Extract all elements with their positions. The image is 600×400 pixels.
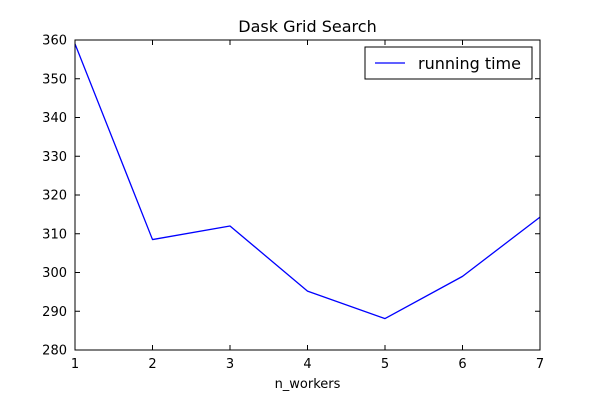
y-tick-label: 290 (42, 305, 67, 320)
x-tick-label: 6 (458, 357, 466, 372)
y-axis-ticks: 280 290 300 310 320 330 340 350 360 (42, 34, 540, 359)
chart-title: Dask Grid Search (238, 17, 376, 36)
y-tick-label: 340 (42, 111, 67, 126)
x-tick-label: 3 (226, 357, 234, 372)
y-tick-label: 300 (42, 266, 67, 281)
x-tick-label: 7 (536, 357, 544, 372)
legend: running time (364, 46, 533, 80)
y-tick-label: 350 (42, 72, 67, 87)
plot-area-frame (74, 39, 541, 351)
y-tick-label: 360 (42, 34, 67, 49)
x-tick-label: 4 (303, 357, 311, 372)
y-tick-label: 330 (42, 150, 67, 165)
y-tick-label: 280 (42, 344, 67, 359)
x-tick-label: 1 (71, 357, 79, 372)
y-tick-label: 310 (42, 227, 67, 242)
x-tick-label: 2 (148, 357, 156, 372)
x-tick-label: 5 (381, 357, 389, 372)
x-axis-label: n_workers (275, 377, 341, 392)
y-tick-label: 320 (42, 189, 67, 204)
legend-label-running-time: running time (418, 54, 521, 73)
